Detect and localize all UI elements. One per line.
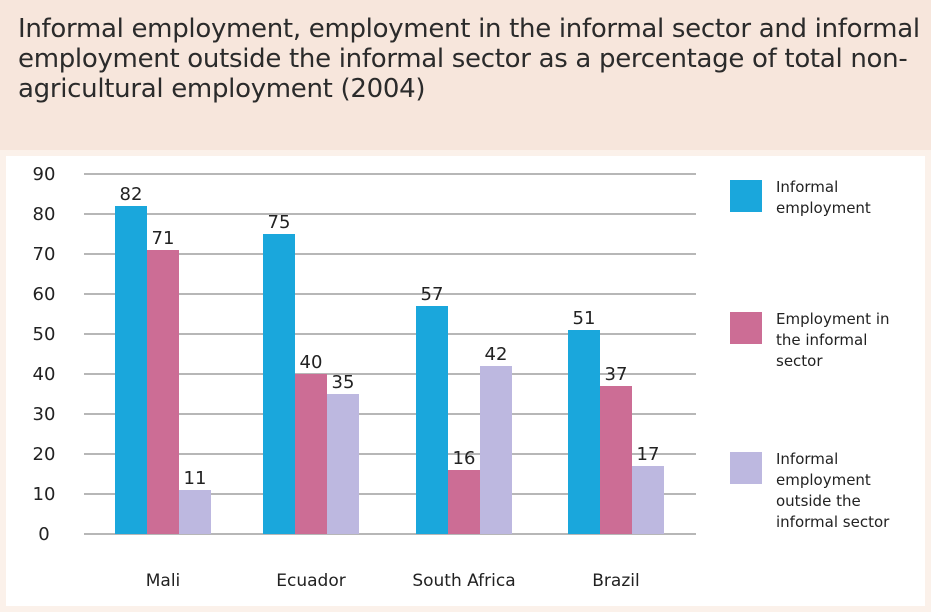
bar-ecuador-series-3 (327, 394, 359, 534)
bar-south-africa-series-2 (448, 470, 480, 534)
bar-brazil-series-1 (568, 330, 600, 534)
data-label-ecuador-series-1: 75 (268, 212, 291, 233)
data-label-south-africa-series-2: 16 (453, 448, 476, 469)
bar-chart: 0 10 20 30 40 50 60 70 80 90 82 71 11 Mali 75 40 35 Ecuad… (33, 164, 891, 591)
data-label-mali-series-1: 82 (120, 184, 143, 205)
y-tick-label-30: 30 (33, 404, 56, 425)
bar-mali-series-3 (179, 490, 211, 534)
y-tick-label-70: 70 (33, 244, 56, 265)
bar-south-africa-series-3 (480, 366, 512, 534)
x-tick-label-mali: Mali (146, 571, 181, 591)
data-label-brazil-series-3: 17 (637, 444, 660, 465)
y-tick-label-20: 20 (33, 444, 56, 465)
chart-panel: 0 10 20 30 40 50 60 70 80 90 82 71 11 Mali 75 40 35 Ecuad… (6, 156, 925, 606)
bar-brazil-series-3 (632, 466, 664, 534)
legend-swatch-1 (730, 180, 762, 212)
data-label-mali-series-3: 11 (184, 468, 207, 489)
legend-swatch-2 (730, 312, 762, 344)
legend-swatch-3 (730, 452, 762, 484)
y-tick-label-90: 90 (33, 164, 56, 185)
y-tick-label-10: 10 (33, 484, 56, 505)
data-label-mali-series-2: 71 (152, 228, 175, 249)
x-tick-label-south-africa: South Africa (412, 571, 515, 591)
chart-title: Informal employment, employment in the i… (18, 14, 920, 104)
data-label-south-africa-series-1: 57 (421, 284, 444, 305)
data-label-brazil-series-2: 37 (605, 364, 628, 385)
legend-label-3: Informal employment outside the informal se… (776, 450, 890, 531)
x-tick-label-ecuador: Ecuador (276, 571, 345, 591)
y-tick-label-50: 50 (33, 324, 56, 345)
bar-mali-series-2 (147, 250, 179, 534)
y-tick-label-0: 0 (38, 524, 49, 545)
y-tick-label-60: 60 (33, 284, 56, 305)
x-tick-label-brazil: Brazil (592, 571, 639, 591)
data-label-ecuador-series-2: 40 (300, 352, 323, 373)
y-tick-label-80: 80 (33, 204, 56, 225)
data-label-south-africa-series-3: 42 (485, 344, 508, 365)
bar-south-africa-series-1 (416, 306, 448, 534)
bar-ecuador-series-2 (295, 374, 327, 534)
legend-label-2: Employment in the informal sector (776, 310, 890, 370)
bar-brazil-series-2 (600, 386, 632, 534)
data-label-brazil-series-1: 51 (573, 308, 596, 329)
bar-ecuador-series-1 (263, 234, 295, 534)
title-band (0, 0, 931, 150)
y-tick-label-40: 40 (33, 364, 56, 385)
legend-label-1: Informal employment (776, 178, 871, 217)
data-label-ecuador-series-3: 35 (332, 372, 355, 393)
bar-mali-series-1 (115, 206, 147, 534)
